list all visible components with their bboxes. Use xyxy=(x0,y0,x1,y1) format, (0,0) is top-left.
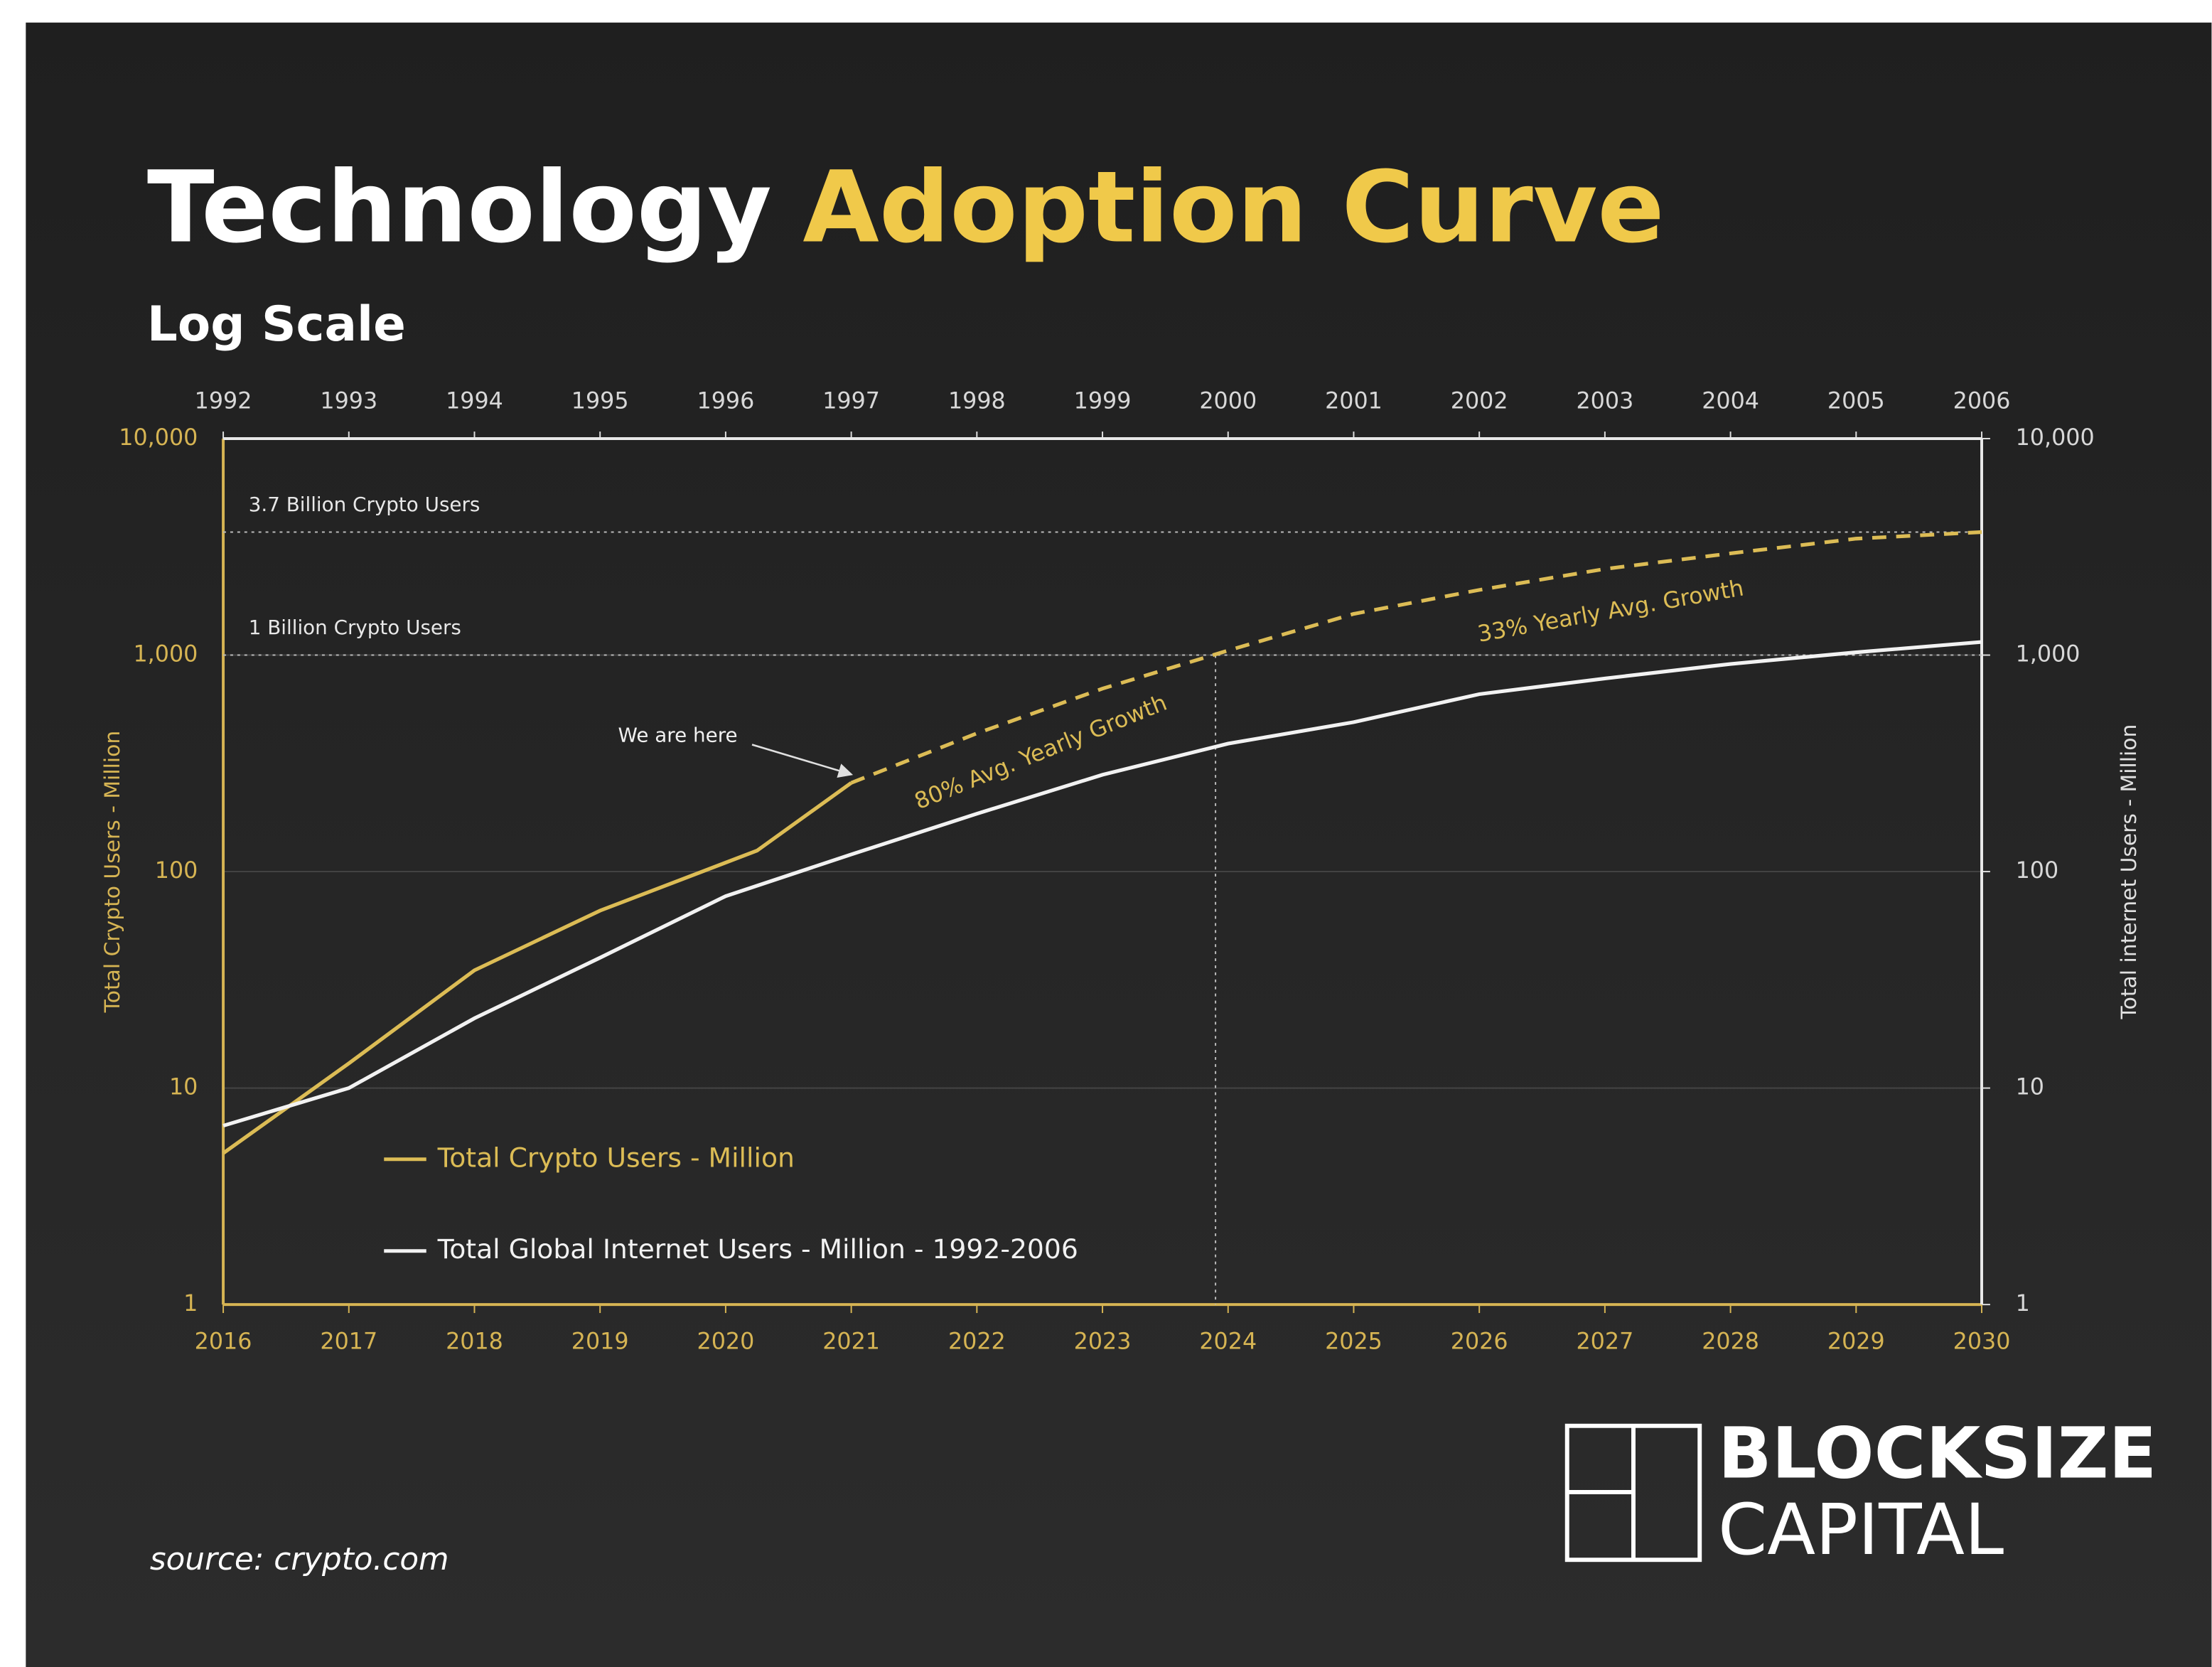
x-tick-label: 2021 xyxy=(822,1329,880,1355)
annotation-arrow xyxy=(751,744,854,778)
x2-tick-label: 2003 xyxy=(1577,388,1634,414)
y-tick-label: 1,000 xyxy=(133,642,198,668)
legend-label: Total Global Internet Users - Million - … xyxy=(437,1233,1078,1265)
y-tick-label: 100 xyxy=(155,858,198,884)
annotation: We are here xyxy=(618,724,738,747)
x2-tick-label: 1999 xyxy=(1074,388,1132,414)
x-tick-label: 2016 xyxy=(195,1329,252,1355)
x-tick-label: 2024 xyxy=(1199,1329,1257,1355)
title-main: Technology xyxy=(147,150,772,265)
y2-axis-label: Total internet Users - Million xyxy=(2117,724,2142,1020)
x-tick-label: 2028 xyxy=(1702,1329,1759,1355)
series-line xyxy=(850,530,1982,785)
x2-tick-label: 2002 xyxy=(1451,388,1508,414)
x-tick-label: 2017 xyxy=(320,1329,377,1355)
x-tick-label: 2022 xyxy=(948,1329,1006,1355)
x2-tick-label: 2006 xyxy=(1953,388,2011,414)
x-tick-label: 2026 xyxy=(1451,1329,1508,1355)
x2-tick-label: 2000 xyxy=(1199,388,1257,414)
x2-tick-label: 1998 xyxy=(948,388,1006,414)
x-tick-label: 2029 xyxy=(1827,1329,1885,1355)
x-tick-label: 2023 xyxy=(1074,1329,1132,1355)
y-axis-label: Total Crypto Users - Million xyxy=(100,731,125,1014)
x-tick-label: 2019 xyxy=(571,1329,629,1355)
reference-label: 3.7 Billion Crypto Users xyxy=(249,493,480,516)
x-tick-label: 2030 xyxy=(1953,1329,2011,1355)
x2-tick-label: 1994 xyxy=(446,388,503,414)
source: source: crypto.com xyxy=(150,1541,449,1577)
x-tick-label: 2027 xyxy=(1577,1329,1634,1355)
y2-tick-label: 1 xyxy=(2016,1291,2030,1317)
y2-tick-label: 100 xyxy=(2016,858,2059,884)
y-tick-label: 1 xyxy=(183,1291,198,1317)
x2-tick-label: 1996 xyxy=(697,388,755,414)
y2-tick-label: 10 xyxy=(2016,1075,2044,1100)
chart-title: Technology Adoption Curve xyxy=(147,150,1665,265)
reference-label: 1 Billion Crypto Users xyxy=(249,616,461,639)
x2-tick-label: 2005 xyxy=(1827,388,1885,414)
x2-tick-label: 1993 xyxy=(320,388,377,414)
y2-tick-label: 1,000 xyxy=(2016,642,2081,668)
x2-tick-label: 2001 xyxy=(1325,388,1382,414)
title-highlight: Adoption Curve xyxy=(802,150,1664,265)
legend-label: Total Crypto Users - Million xyxy=(437,1142,795,1173)
x-tick-label: 2020 xyxy=(697,1329,755,1355)
series-line xyxy=(222,781,853,1155)
x2-tick-label: 2004 xyxy=(1702,388,1759,414)
logo: BLOCKSIZE CAPITAL xyxy=(1564,1413,2157,1571)
subtitle: Log Scale xyxy=(147,296,406,352)
x2-tick-label: 1997 xyxy=(822,388,880,414)
logo-text: BLOCKSIZE xyxy=(1718,1413,2157,1495)
logo-text: CAPITAL xyxy=(1718,1489,2004,1571)
x2-tick-label: 1992 xyxy=(195,388,252,414)
y-tick-label: 10 xyxy=(169,1075,198,1100)
panel xyxy=(26,22,2212,1667)
y-tick-label: 10,000 xyxy=(119,425,198,451)
x2-tick-label: 1995 xyxy=(571,388,629,414)
y2-tick-label: 10,000 xyxy=(2016,425,2095,451)
x-tick-label: 2025 xyxy=(1325,1329,1382,1355)
x-tick-label: 2018 xyxy=(446,1329,503,1355)
series-line xyxy=(222,640,1982,1128)
